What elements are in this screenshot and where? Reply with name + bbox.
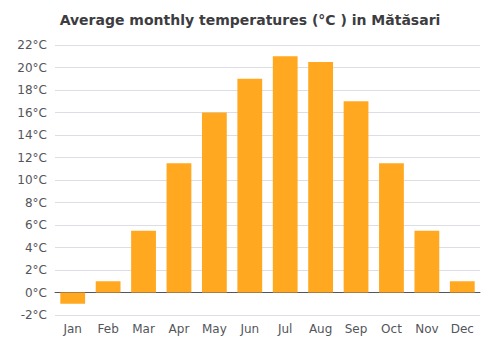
svg-text:Oct: Oct — [381, 322, 402, 336]
svg-text:Apr: Apr — [169, 322, 190, 336]
svg-text:Nov: Nov — [415, 322, 438, 336]
svg-text:18°C: 18°C — [17, 83, 47, 97]
svg-text:6°C: 6°C — [25, 218, 47, 232]
svg-text:0°C: 0°C — [25, 286, 47, 300]
svg-text:10°C: 10°C — [17, 173, 47, 187]
svg-text:Jan: Jan — [62, 322, 82, 336]
svg-text:4°C: 4°C — [25, 241, 47, 255]
svg-text:-2°C: -2°C — [21, 308, 47, 322]
svg-text:14°C: 14°C — [17, 128, 47, 142]
svg-text:16°C: 16°C — [17, 106, 47, 120]
svg-text:Sep: Sep — [345, 322, 368, 336]
svg-text:20°C: 20°C — [17, 61, 47, 75]
svg-text:Aug: Aug — [309, 322, 332, 336]
svg-text:Dec: Dec — [451, 322, 474, 336]
svg-text:Jun: Jun — [239, 322, 259, 336]
svg-text:Mar: Mar — [132, 322, 155, 336]
svg-text:Feb: Feb — [98, 322, 119, 336]
svg-text:2°C: 2°C — [25, 263, 47, 277]
svg-text:22°C: 22°C — [17, 38, 47, 52]
svg-text:8°C: 8°C — [25, 196, 47, 210]
svg-text:May: May — [202, 322, 227, 336]
svg-text:Jul: Jul — [277, 322, 292, 336]
svg-text:12°C: 12°C — [17, 151, 47, 165]
svg-text:Average monthly temperatures (: Average monthly temperatures (°C ) in Mă… — [60, 12, 441, 28]
